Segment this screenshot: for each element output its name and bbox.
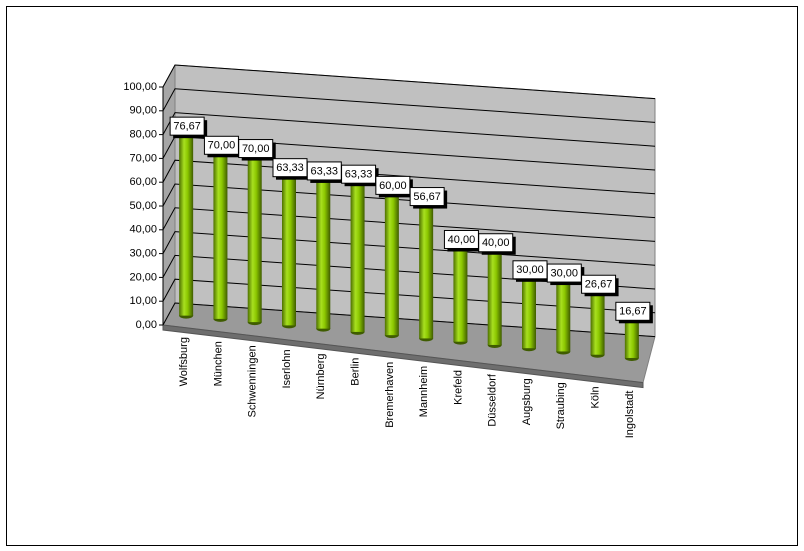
y-tick-label: 60,00 <box>129 176 157 188</box>
x-tick-label: Schwenningen <box>247 345 259 417</box>
value-label: 40,00 <box>482 237 510 249</box>
x-tick-label: Berlin <box>349 358 361 386</box>
value-label: 63,33 <box>311 165 339 177</box>
x-tick-label: Köln <box>589 386 601 408</box>
bar <box>281 171 297 329</box>
value-label: 63,33 <box>276 162 304 174</box>
y-tick-label: 80,00 <box>129 129 157 141</box>
x-tick-label: Ingolstadt <box>624 391 636 439</box>
bar-body <box>179 133 194 316</box>
x-tick-label: Wolfsburg <box>178 337 190 386</box>
bar-body <box>350 181 365 332</box>
bar <box>521 273 537 352</box>
y-tick-label: 10,00 <box>129 295 157 307</box>
value-label: 70,00 <box>208 140 236 152</box>
value-label-box <box>375 175 411 195</box>
grid-line <box>162 112 656 147</box>
bar <box>316 174 331 332</box>
bar-body <box>624 318 639 358</box>
value-label-box <box>238 139 274 159</box>
bar <box>384 189 400 339</box>
value-label-box <box>581 274 617 294</box>
bar-body <box>247 155 262 323</box>
bar-body <box>590 291 605 355</box>
value-label-box <box>341 164 377 184</box>
value-label: 56,67 <box>413 191 441 203</box>
bar-body <box>282 174 296 326</box>
value-label-box <box>409 187 445 207</box>
floor-edge <box>162 324 644 389</box>
x-tick-label: Nürnberg <box>315 354 327 400</box>
bar-body <box>419 203 434 339</box>
grid-line <box>162 159 656 195</box>
x-tick-label: Straubing <box>555 382 567 429</box>
y-tick-label: 0,00 <box>136 319 157 331</box>
bar <box>590 287 605 358</box>
x-tick-label: Augsburg <box>521 378 533 425</box>
value-label: 76,67 <box>173 121 201 133</box>
x-tick-label: Düsseldorf <box>487 373 499 427</box>
y-tick-label: 90,00 <box>129 105 157 117</box>
value-label: 60,00 <box>379 180 407 192</box>
bar <box>556 276 571 355</box>
x-tick-label: Bremerhaven <box>384 362 396 428</box>
value-label-box <box>546 263 582 283</box>
value-label-box <box>169 116 205 136</box>
value-label-box <box>478 233 514 253</box>
bar-body <box>316 177 331 329</box>
value-label: 63,33 <box>345 169 373 181</box>
bar-body <box>453 246 468 342</box>
grid-line <box>162 207 656 242</box>
bar-body <box>522 276 536 349</box>
bar-body <box>487 249 502 345</box>
grid-line <box>162 88 656 123</box>
value-label: 30,00 <box>516 264 544 276</box>
y-tick-label: 100,00 <box>123 81 157 93</box>
y-tick-label: 30,00 <box>129 248 157 260</box>
y-tick-label: 40,00 <box>129 224 157 236</box>
bar <box>178 129 194 319</box>
x-tick-label: Krefeld <box>452 370 464 405</box>
y-tick-label: 70,00 <box>129 152 157 164</box>
y-tick-label: 50,00 <box>129 200 157 212</box>
bar-body <box>556 280 571 352</box>
bar <box>213 149 228 322</box>
bar-body <box>213 152 228 319</box>
grid-line <box>162 64 656 100</box>
bar-body <box>384 192 399 336</box>
grid-line <box>162 183 656 219</box>
bar <box>487 246 502 348</box>
bar <box>350 177 365 335</box>
value-label: 70,00 <box>242 143 270 155</box>
x-tick-label: München <box>212 341 224 386</box>
value-label: 26,67 <box>585 279 613 291</box>
y-tick-label: 20,00 <box>129 271 157 283</box>
x-tick-label: Mannheim <box>418 366 430 417</box>
bar <box>247 152 262 326</box>
value-label-box <box>615 301 651 321</box>
value-label: 16,67 <box>619 306 647 318</box>
value-label: 30,00 <box>551 267 579 279</box>
value-label: 40,00 <box>448 234 476 246</box>
bar <box>453 243 468 345</box>
bar <box>418 200 434 342</box>
x-tick-label: Iserlohn <box>281 349 293 388</box>
